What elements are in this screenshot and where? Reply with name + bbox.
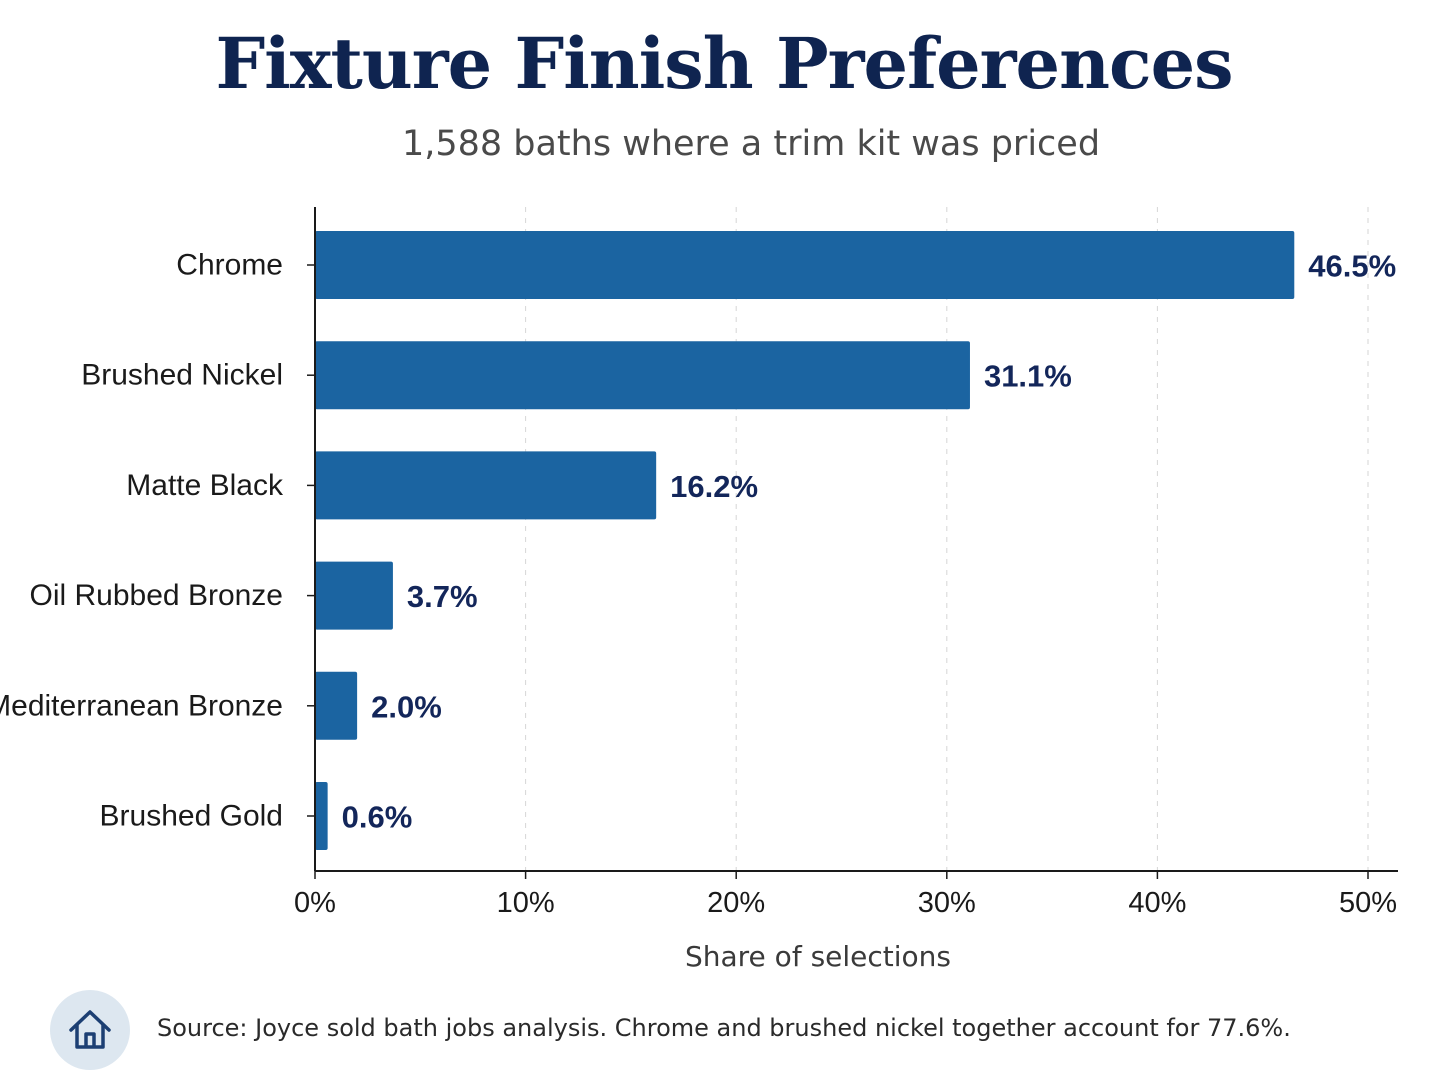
category-label: Mediterranean Bronze xyxy=(0,689,283,722)
x-axis-label: Share of selections xyxy=(685,940,951,973)
chart-subtitle: 1,588 baths where a trim kit was priced xyxy=(401,124,1101,164)
category-label: Oil Rubbed Bronze xyxy=(30,579,283,612)
category-label: Brushed Gold xyxy=(100,800,283,833)
bar-brushed-gold xyxy=(315,782,328,850)
gridlines xyxy=(525,207,1369,871)
bar-chart: Chrome 46.5% Brushed Nickel 31.1% Matte Blac… xyxy=(0,207,1398,974)
bar-matte-black xyxy=(315,451,657,520)
category-label: Brushed Nickel xyxy=(81,359,283,392)
bar-mediterranean-bronze xyxy=(315,671,358,740)
source-note: Source: Joyce sold bath jobs analysis. C… xyxy=(157,1014,1291,1042)
x-tick-label: 50% xyxy=(1339,887,1397,919)
value-label: 0.6% xyxy=(342,800,413,835)
x-tick-label: 20% xyxy=(707,887,765,919)
bar-chrome xyxy=(315,231,1295,299)
bar-oil-rubbed-bronze xyxy=(315,561,393,630)
bar-brushed-nickel xyxy=(315,341,970,410)
value-label: 46.5% xyxy=(1308,249,1396,284)
x-tick-label: 30% xyxy=(918,887,976,919)
x-tick-label: 0% xyxy=(294,887,336,919)
value-label: 31.1% xyxy=(984,359,1072,394)
value-label: 3.7% xyxy=(407,579,478,614)
chart-title: Fixture Finish Preferences xyxy=(215,22,1233,105)
footer: Source: Joyce sold bath jobs analysis. C… xyxy=(50,990,1410,1070)
axes xyxy=(307,207,1398,879)
category-label: Matte Black xyxy=(126,469,284,502)
category-label: Chrome xyxy=(176,249,283,282)
home-icon xyxy=(69,1010,111,1049)
value-label: 2.0% xyxy=(371,689,442,724)
x-tick-label: 10% xyxy=(497,887,555,919)
x-tick-label: 40% xyxy=(1128,887,1186,919)
labels: Chrome 46.5% Brushed Nickel 31.1% Matte Blac… xyxy=(0,249,1397,974)
value-label: 16.2% xyxy=(670,469,758,504)
home-badge xyxy=(50,990,130,1070)
bars xyxy=(315,231,1295,850)
